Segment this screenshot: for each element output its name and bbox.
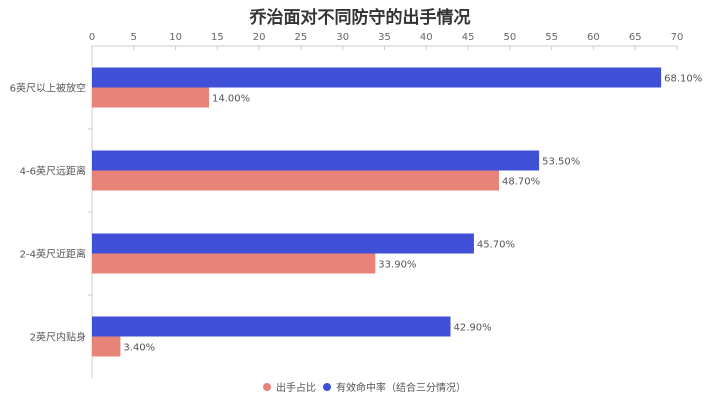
- category-label: 6英尺以上被放空: [10, 82, 86, 95]
- bar: [92, 150, 540, 171]
- x-tick-label: 0: [89, 32, 95, 43]
- legend: 出手占比 有效命中率（结合三分情况）: [263, 381, 466, 394]
- legend-marker: [323, 383, 331, 391]
- bar: [92, 170, 499, 191]
- legend-label: 出手占比: [276, 381, 316, 394]
- category-label: 4-6英尺远距离: [20, 165, 86, 178]
- x-tick-label: 25: [295, 32, 308, 43]
- category-label: 2英尺内贴身: [30, 331, 86, 344]
- x-tick-label: 65: [629, 32, 642, 43]
- data-label: 3.40%: [123, 343, 155, 354]
- data-label: 42.90%: [454, 323, 492, 334]
- category-labels: 6英尺以上被放空 4-6英尺远距离 2-4英尺近距离 2英尺内贴身: [10, 82, 92, 344]
- category-label: 2-4英尺近距离: [20, 248, 86, 261]
- x-tick-label: 5: [131, 32, 137, 43]
- data-label: 14.00%: [212, 94, 250, 105]
- bar: [92, 233, 474, 254]
- bar: [92, 336, 121, 357]
- bar: [92, 253, 376, 274]
- data-label: 48.70%: [502, 177, 540, 188]
- x-tick-label: 50: [503, 32, 516, 43]
- bar: [92, 316, 451, 337]
- x-tick-label: 15: [211, 32, 224, 43]
- x-tick-label: 60: [587, 32, 600, 43]
- data-label: 68.10%: [664, 74, 702, 85]
- bar: [92, 87, 209, 108]
- x-axis-ticks: 0 5 10 15 20 25 30 35 40 45 50 55 60 65 70: [89, 32, 684, 50]
- x-tick-label: 55: [545, 32, 558, 43]
- x-tick-label: 70: [671, 32, 684, 43]
- x-tick-label: 10: [169, 32, 182, 43]
- x-tick-label: 35: [378, 32, 391, 43]
- legend-label: 有效命中率（结合三分情况）: [336, 381, 466, 394]
- legend-marker: [263, 383, 271, 391]
- x-tick-label: 40: [420, 32, 433, 43]
- bar: [92, 67, 662, 88]
- x-tick-label: 30: [336, 32, 349, 43]
- data-label: 45.70%: [477, 240, 515, 251]
- data-label: 53.50%: [542, 157, 580, 168]
- x-tick-label: 45: [462, 32, 475, 43]
- data-label: 33.90%: [378, 260, 416, 271]
- x-tick-label: 20: [253, 32, 266, 43]
- bar-series: 68.10% 14.00% 53.50%48.70% 45.70% 33.90% 42.9…: [92, 67, 702, 357]
- chart-title: 乔治面对不同防守的出手情况: [249, 7, 471, 28]
